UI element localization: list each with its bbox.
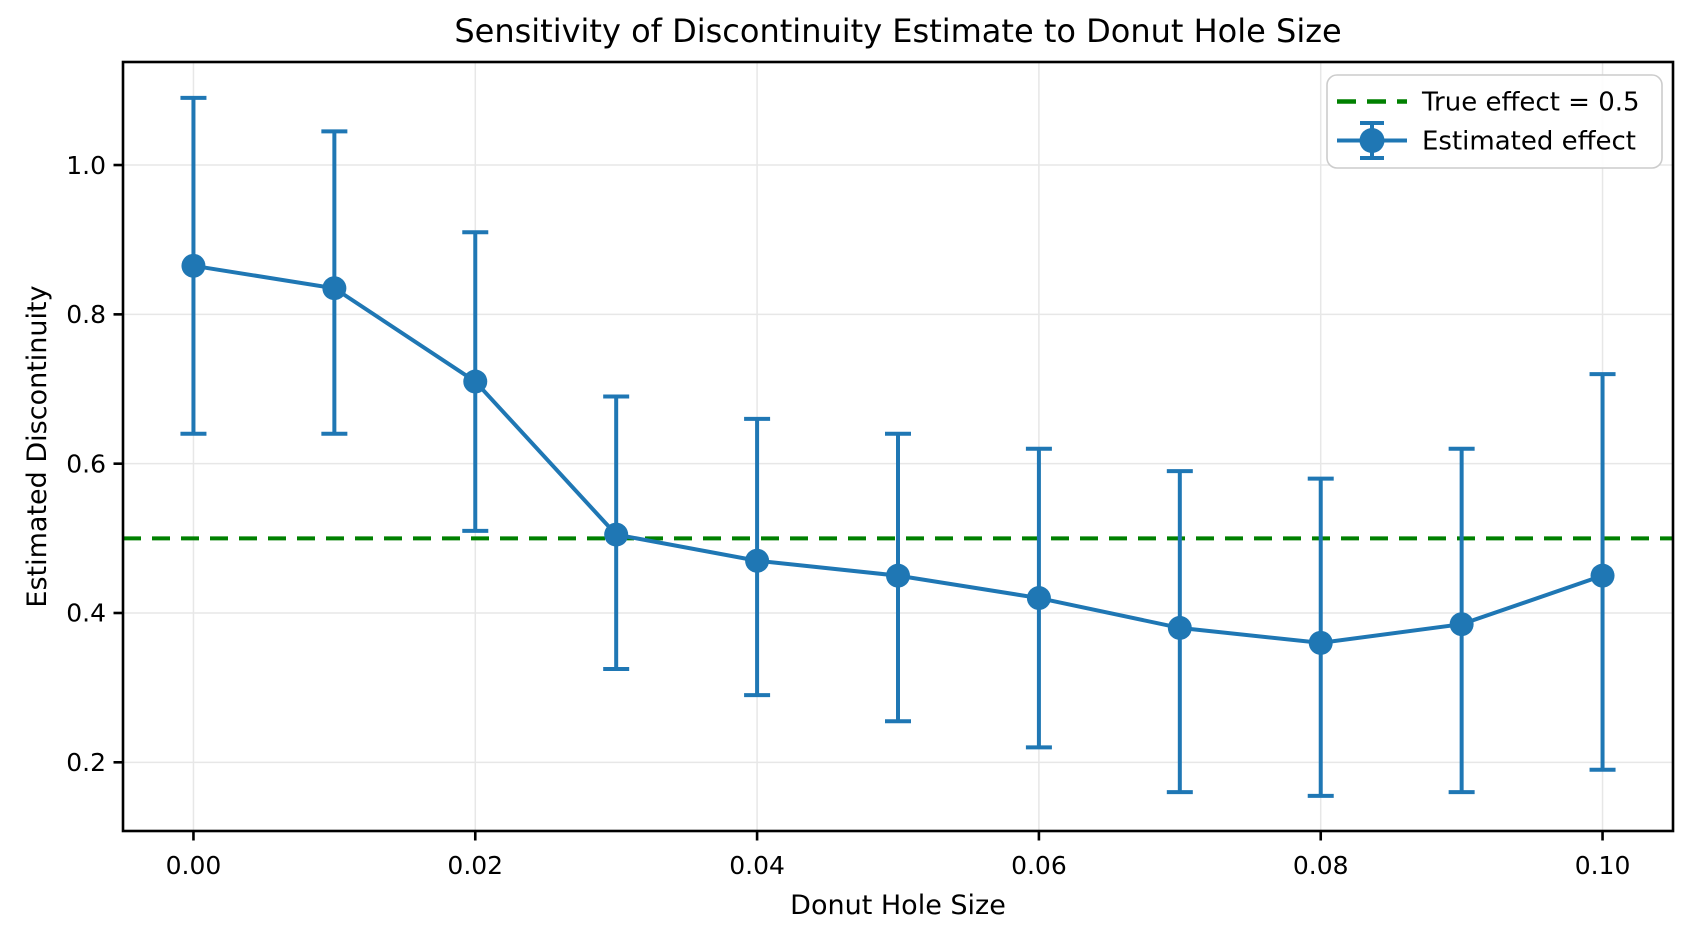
data-point bbox=[1167, 615, 1192, 640]
data-point bbox=[1026, 586, 1051, 611]
y-tick-label: 0.6 bbox=[66, 449, 106, 478]
data-point bbox=[1590, 563, 1615, 588]
data-point bbox=[1308, 630, 1333, 655]
x-tick-label: 0.00 bbox=[166, 851, 222, 880]
data-point bbox=[745, 548, 770, 573]
data-point bbox=[181, 253, 206, 278]
data-point bbox=[322, 276, 347, 301]
data-point bbox=[463, 369, 488, 394]
data-points bbox=[181, 253, 1615, 655]
tick-labels: 0.00 0.02 0.04 0.06 0.08 0.10 0.2 0.4 0.6 0.8 1.0 bbox=[66, 151, 1630, 880]
data-point bbox=[604, 522, 629, 547]
plot-border bbox=[121, 60, 1675, 833]
legend-marker-icon bbox=[1359, 128, 1385, 153]
legend: True effect = 0.5 Estimated effect bbox=[1326, 74, 1663, 169]
data-point bbox=[1449, 612, 1474, 637]
chart-title: Sensitivity of Discontinuity Estimate to… bbox=[454, 12, 1341, 50]
axis-ticks bbox=[113, 163, 1604, 841]
y-tick-label: 0.4 bbox=[66, 599, 106, 628]
x-tick-label: 0.04 bbox=[729, 851, 785, 880]
legend-series-label: Estimated effect bbox=[1422, 127, 1636, 157]
legend-series-sample bbox=[1337, 121, 1407, 160]
y-tick-label: 0.8 bbox=[66, 300, 106, 329]
x-tick-label: 0.02 bbox=[447, 851, 503, 880]
x-tick-label: 0.06 bbox=[1011, 851, 1067, 880]
x-tick-label: 0.10 bbox=[1575, 851, 1631, 880]
data-point bbox=[886, 563, 910, 588]
error-bars bbox=[180, 95, 1616, 798]
x-axis-label: Donut Hole Size bbox=[790, 890, 1006, 921]
x-tick-label: 0.08 bbox=[1293, 851, 1349, 880]
legend-reference-line-label: True effect = 0.5 bbox=[1421, 88, 1640, 118]
y-tick-label: 0.2 bbox=[66, 748, 106, 777]
y-axis-label: Estimated Discontinuity bbox=[22, 285, 53, 607]
legend-box bbox=[1326, 74, 1663, 169]
y-tick-label: 1.0 bbox=[66, 151, 106, 180]
